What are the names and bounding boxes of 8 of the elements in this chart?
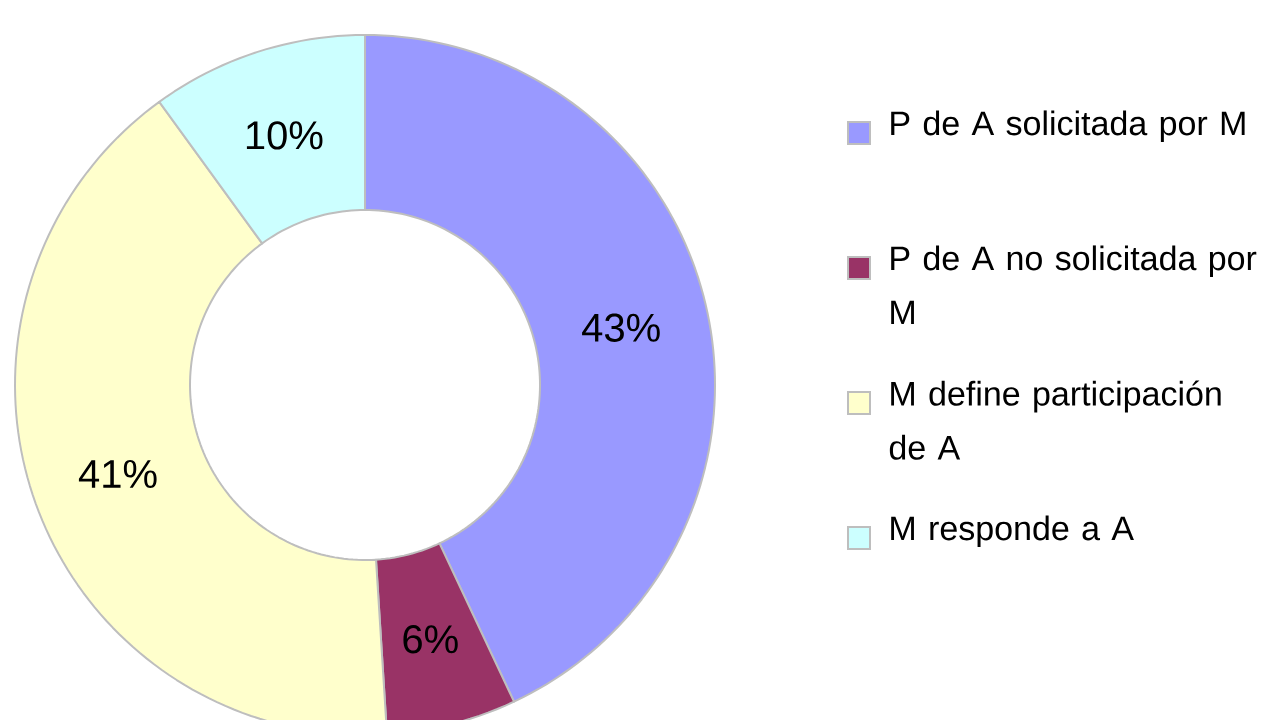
legend-label: M define participación de A bbox=[889, 380, 1221, 460]
data-label: 10% bbox=[246, 121, 323, 150]
data-label: 6% bbox=[403, 625, 458, 654]
legend-label: P de A no solicitada por M bbox=[891, 245, 1257, 325]
legend-label: M responde a A bbox=[891, 515, 1134, 548]
data-label: 41% bbox=[78, 459, 157, 488]
data-label: 43% bbox=[582, 313, 660, 342]
legend-label: P de A solicitada por M bbox=[891, 110, 1245, 143]
